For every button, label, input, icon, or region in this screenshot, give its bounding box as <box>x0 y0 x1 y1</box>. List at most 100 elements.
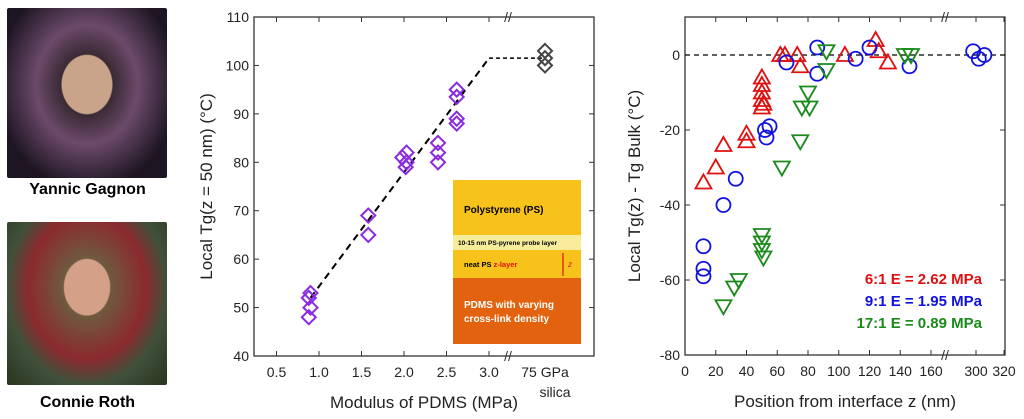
data-point-diamond <box>448 110 466 128</box>
legend-entry: 6:1 E = 2.62 MPa <box>865 271 983 288</box>
data-point-diamond <box>429 153 447 171</box>
x-tick-label: 1.5 <box>352 364 372 380</box>
data-point-diamond <box>398 153 415 171</box>
y-tick-label: 80 <box>233 154 249 170</box>
x-tick-label: 40 <box>739 363 755 379</box>
data-point-circle <box>695 260 712 277</box>
data-point-diamond <box>302 299 319 316</box>
data-point-diamond <box>429 134 447 152</box>
inset-label: cross-link density <box>464 314 549 325</box>
chart-left: 40 50 60 70 80 90 100 110 0.5 1.0 1.5 2.0 2.5 3.0 // //… <box>197 9 595 412</box>
data-point-triangle-down <box>724 280 744 298</box>
x-axis-label: Modulus of PDMS (MPa) <box>330 393 518 412</box>
inset-label: Polystyrene (PS) <box>464 205 543 216</box>
data-point-circle <box>727 170 744 187</box>
data-point-triangle-down <box>713 299 733 317</box>
y-tick-label: 100 <box>226 57 250 73</box>
x-tick-label: 1.0 <box>309 364 329 380</box>
y-axis-label: Local Tg(z = 50 nm) (°C) <box>197 93 216 279</box>
y-tick-label: -40 <box>660 197 680 213</box>
name-yannic-gagnon: Yannic Gagnon <box>29 181 146 198</box>
axis-break: // <box>941 9 949 25</box>
data-point-diamond <box>300 308 318 326</box>
y-tick-label: 50 <box>233 300 249 316</box>
inset-label: neat PS z-layer <box>464 260 517 269</box>
inset-layer <box>453 250 581 278</box>
x-tick-label: 320 <box>992 363 1016 379</box>
photo-connie-roth <box>7 222 167 385</box>
silica-point-diamond <box>536 57 554 74</box>
y-tick-label: -20 <box>660 122 680 138</box>
data-point-circle <box>695 268 712 285</box>
x-tick-label: 0 <box>681 363 689 379</box>
y-tick-label: 0 <box>672 47 680 63</box>
data-point-circle <box>761 118 778 135</box>
data-point-triangle-up <box>835 45 855 62</box>
x-tick-label: 100 <box>827 363 851 379</box>
data-point-triangle-down <box>799 100 820 118</box>
y-tick-label: -60 <box>660 272 680 288</box>
x-tick-label: 60 <box>769 363 785 379</box>
x-tick-label: 2.5 <box>437 364 457 380</box>
data-point-diamond <box>429 144 447 162</box>
data-point-circle <box>976 47 993 63</box>
photo-yannic-gagnon <box>7 8 167 178</box>
legend-entry: 17:1 E = 0.89 MPa <box>857 315 983 332</box>
x-tick-label: 160 <box>919 363 943 379</box>
data-point-circle <box>861 39 878 56</box>
inset-label: 10-15 nm PS-pyrene probe layer <box>458 240 557 247</box>
data-point-diamond <box>302 284 319 302</box>
data-point-diamond <box>448 81 466 99</box>
x-break-label: 75 GPa <box>521 364 569 380</box>
data-point-diamond <box>300 289 318 307</box>
data-point-triangle-up <box>706 157 726 175</box>
y-tick-label: -80 <box>660 347 680 363</box>
data-point-triangle-down <box>753 250 773 268</box>
data-point-diamond <box>448 115 466 132</box>
data-point-triangle-down <box>901 48 921 65</box>
data-point-circle <box>809 39 826 56</box>
name-connie-roth: Connie Roth <box>39 394 136 411</box>
data-point-triangle-up <box>869 41 889 59</box>
x-tick-label: 20 <box>708 363 724 379</box>
data-point-triangle-down <box>772 160 792 178</box>
x-break-label: silica <box>539 384 570 400</box>
legend-entry: 9:1 E = 1.95 MPa <box>865 293 983 310</box>
data-point-triangle-up <box>736 131 757 149</box>
data-point-triangle-down <box>798 85 818 103</box>
y-axis-label: Local Tg(z) - Tg Bulk (°C) <box>625 90 644 282</box>
y-tick-label: 110 <box>227 9 250 25</box>
data-point-diamond <box>359 207 377 224</box>
plot-frame <box>253 16 595 357</box>
inset-layer <box>453 235 581 250</box>
inset-label: z <box>567 260 572 269</box>
y-tick-label: 40 <box>233 348 249 364</box>
silica-point-diamond <box>536 49 554 67</box>
x-tick-label: 120 <box>858 363 882 379</box>
x-tick-label: 3.0 <box>479 364 499 380</box>
data-point-triangle-down <box>816 63 837 80</box>
plot-frame <box>684 16 1006 356</box>
data-point-triangle-up <box>878 52 898 70</box>
data-point-triangle-down <box>790 134 810 152</box>
inset-layer <box>453 180 581 235</box>
data-point-circle <box>715 197 732 213</box>
x-tick-label: 300 <box>964 363 988 379</box>
data-point-circle <box>847 50 864 67</box>
axis-break: // <box>504 9 512 25</box>
data-point-triangle-up <box>753 93 773 111</box>
y-tick-label: 60 <box>233 251 249 267</box>
trend-line <box>309 57 490 299</box>
x-axis-label: Position from interface z (nm) <box>734 392 956 411</box>
data-point-circle <box>695 238 712 255</box>
data-point-triangle-up <box>713 135 733 152</box>
data-point-triangle-down <box>729 273 749 290</box>
data-point-diamond <box>359 226 377 244</box>
inset-layer <box>453 278 581 344</box>
x-tick-label: 2.0 <box>394 364 414 380</box>
data-point-triangle-up <box>790 56 810 74</box>
data-point-circle <box>778 54 795 71</box>
data-point-diamond <box>398 144 415 162</box>
inset-label: PDMS with varying <box>464 300 554 311</box>
